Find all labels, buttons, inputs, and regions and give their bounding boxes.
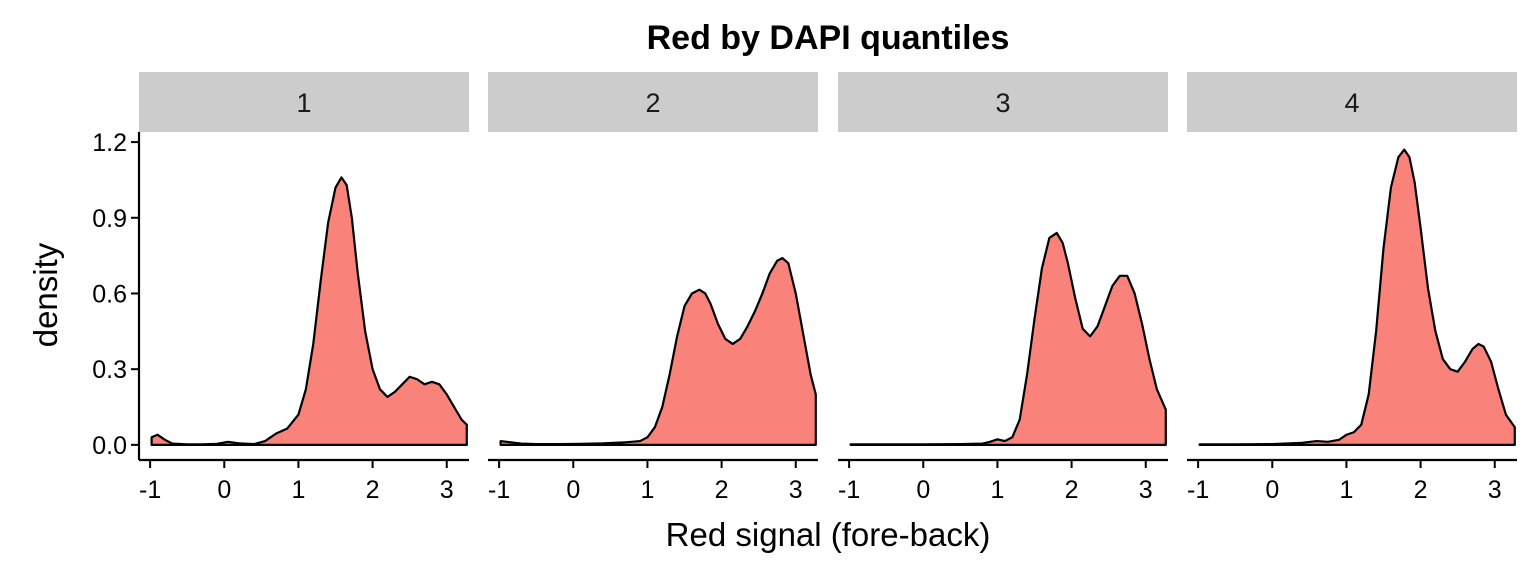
facet-strip-label: 3	[995, 88, 1010, 118]
facet-panel-2: 2 -1 0 1 2 3	[488, 72, 818, 504]
facet-strip	[488, 72, 818, 132]
x-tick-label: 3	[1488, 476, 1502, 504]
x-axis-title: Red signal (fore-back)	[666, 516, 991, 553]
facet-strip-label: 2	[645, 88, 660, 118]
x-tick-label: 3	[440, 476, 454, 504]
facet-strip-label: 1	[296, 88, 311, 118]
x-tick-label: 0	[1265, 476, 1279, 504]
x-tick-label: 3	[789, 476, 803, 504]
facet-strip-label: 4	[1344, 88, 1359, 118]
x-tick-label: 0	[217, 476, 231, 504]
density-area	[150, 176, 468, 446]
x-tick-label: 2	[1065, 476, 1079, 504]
density-area	[499, 257, 817, 446]
y-tick-label: 0.9	[92, 205, 127, 233]
x-tick-label: 1	[990, 476, 1004, 504]
facet-panel-3: 3 -1 0 1 2 3	[838, 72, 1168, 504]
y-tick-label: 0.0	[92, 432, 127, 460]
x-tick-label: 2	[366, 476, 380, 504]
x-tick-label: 2	[715, 476, 729, 504]
x-tick-label: 1	[640, 476, 654, 504]
facet-panel-1: 1 -1 0 1 2 3 0.0 0.3 0.6 0.9 1.2	[92, 72, 469, 504]
x-tick-label: -1	[488, 476, 510, 504]
y-tick-label: 1.2	[92, 129, 127, 157]
y-axis-title: density	[27, 242, 64, 347]
facet-strip	[139, 72, 469, 132]
x-tick-label: -1	[139, 476, 161, 504]
y-tick-label: 0.6	[92, 280, 127, 308]
facet-strip	[838, 72, 1168, 132]
chart-title: Red by DAPI quantiles	[647, 19, 1010, 57]
facet-panels: 1 -1 0 1 2 3 0.0 0.3 0.6 0.9 1.2 2 -1 0 1 2 3 3 -1 0 1 2 3 4 -1 0…	[92, 72, 1517, 504]
x-tick-label: 0	[566, 476, 580, 504]
facet-panel-4: 4 -1 0 1 2 3	[1187, 72, 1517, 504]
facet-strip	[1187, 72, 1517, 132]
x-tick-label: 2	[1414, 476, 1428, 504]
x-tick-label: 1	[1339, 476, 1353, 504]
density-area	[1198, 148, 1516, 446]
x-tick-label: -1	[1187, 476, 1209, 504]
x-tick-label: 3	[1139, 476, 1153, 504]
x-tick-label: 1	[291, 476, 305, 504]
x-tick-label: 0	[916, 476, 930, 504]
density-area	[849, 231, 1167, 446]
x-tick-label: -1	[838, 476, 860, 504]
y-tick-label: 0.3	[92, 356, 127, 384]
